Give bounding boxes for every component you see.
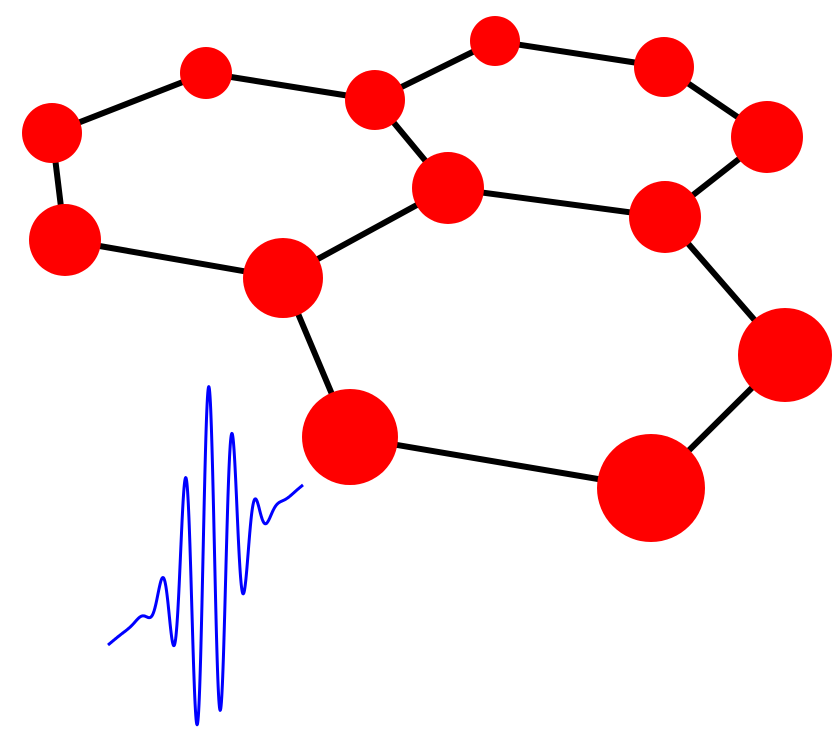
atom-a13 (738, 308, 832, 402)
atom-a7 (470, 16, 520, 66)
atom-a9 (731, 101, 803, 173)
atom-a10 (629, 181, 701, 253)
atom-a6 (29, 204, 101, 276)
atom-a5 (243, 238, 323, 318)
wave-packet-line (106, 385, 305, 727)
bond-a10-a4 (445, 185, 668, 220)
atom-a11 (302, 389, 398, 485)
atom-a12 (597, 434, 705, 542)
atom-a3 (345, 70, 405, 130)
bonds-layer (49, 38, 788, 491)
wave-packet (106, 385, 305, 727)
atom-a4 (412, 152, 484, 224)
atom-a8 (634, 37, 694, 97)
atom-a1 (22, 103, 82, 163)
atom-a2 (180, 47, 232, 99)
atoms-layer (22, 16, 832, 542)
